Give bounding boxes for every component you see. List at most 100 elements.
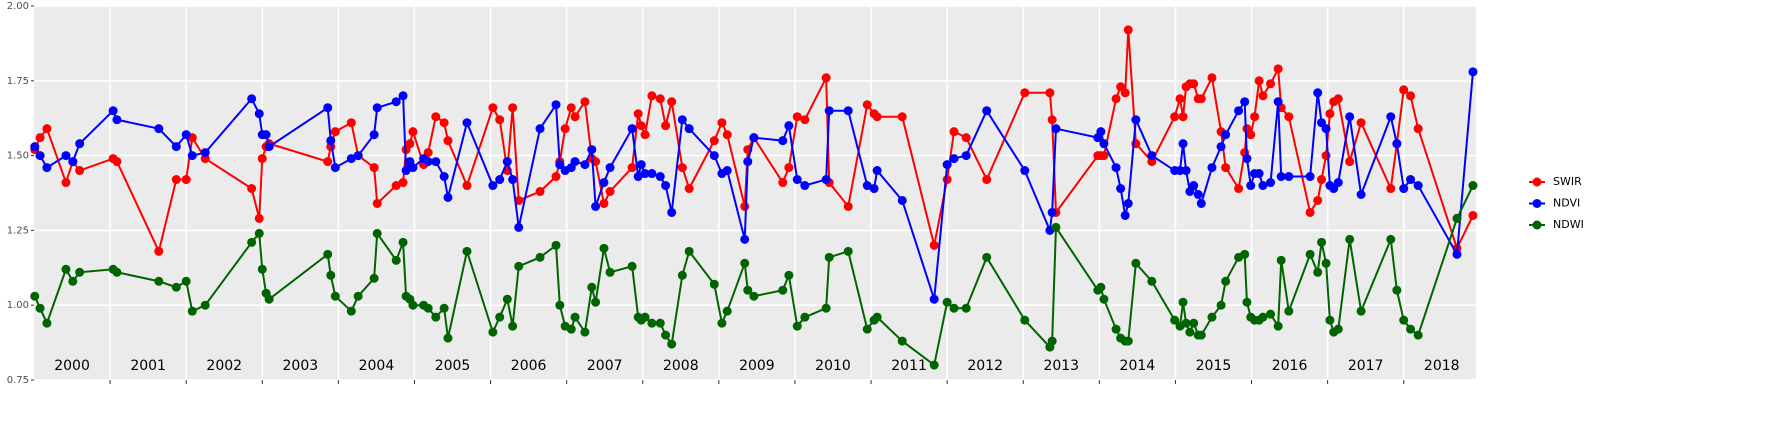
data-point: [1120, 88, 1130, 98]
data-point: [821, 303, 831, 313]
data-point: [372, 228, 382, 238]
data-point: [591, 201, 601, 211]
legend-marker: [1532, 220, 1542, 230]
data-point: [330, 127, 340, 137]
data-point: [740, 258, 750, 268]
data-point: [1392, 139, 1402, 149]
data-point: [949, 127, 959, 137]
data-point: [1196, 94, 1206, 104]
data-point: [667, 97, 677, 107]
data-point: [75, 139, 85, 149]
data-point: [181, 130, 191, 140]
data-point: [961, 151, 971, 161]
data-point: [982, 106, 992, 116]
data-point: [1284, 306, 1294, 316]
data-point: [1216, 142, 1226, 152]
data-point: [1207, 312, 1217, 322]
data-point: [929, 240, 939, 250]
data-point: [1313, 88, 1323, 98]
data-point: [1123, 336, 1133, 346]
data-point: [1305, 249, 1315, 259]
data-point: [514, 222, 524, 232]
data-point: [514, 261, 524, 271]
data-point: [677, 115, 687, 125]
data-point: [1047, 115, 1057, 125]
data-point: [566, 324, 576, 334]
data-point: [778, 178, 788, 188]
data-point: [1276, 255, 1286, 265]
x-tick-label: 2011: [891, 358, 927, 374]
data-point: [897, 112, 907, 122]
legend-label: SWIR: [1553, 175, 1582, 188]
legend-label: NDWI: [1553, 218, 1584, 231]
data-point: [1468, 210, 1478, 220]
data-point: [722, 306, 732, 316]
data-point: [717, 118, 727, 128]
data-point: [1452, 249, 1462, 259]
data-point: [1099, 139, 1109, 149]
data-point: [35, 133, 45, 143]
data-point: [1116, 184, 1126, 194]
data-point: [1221, 276, 1231, 286]
data-point: [35, 303, 45, 313]
data-point: [1399, 184, 1409, 194]
data-point: [1221, 130, 1231, 140]
data-point: [112, 157, 122, 167]
data-point: [1305, 207, 1315, 217]
data-point: [667, 339, 677, 349]
data-point: [1178, 297, 1188, 307]
data-point: [1321, 258, 1331, 268]
data-point: [1313, 195, 1323, 205]
x-tick-label: 2003: [283, 358, 319, 374]
data-point: [1051, 124, 1061, 134]
data-point: [75, 267, 85, 277]
data-point: [647, 169, 657, 179]
data-point: [488, 327, 498, 337]
data-point: [1399, 315, 1409, 325]
data-point: [1258, 312, 1268, 322]
data-point: [647, 91, 657, 101]
data-point: [580, 327, 590, 337]
x-tick-label: 2000: [54, 358, 90, 374]
data-point: [1181, 318, 1191, 328]
data-point: [655, 172, 665, 182]
data-point: [1240, 249, 1250, 259]
data-point: [257, 264, 267, 274]
data-point: [1321, 151, 1331, 161]
data-point: [599, 178, 609, 188]
data-point: [570, 157, 580, 167]
x-tick-label: 2013: [1043, 358, 1079, 374]
y-tick-label: 2.00: [7, 1, 29, 12]
data-point: [187, 306, 197, 316]
data-point: [323, 157, 333, 167]
data-point: [200, 300, 210, 310]
x-tick-label: 2018: [1424, 358, 1460, 374]
data-point: [264, 294, 274, 304]
data-point: [1131, 115, 1141, 125]
data-point: [587, 145, 597, 155]
data-point: [605, 187, 615, 197]
data-point: [949, 154, 959, 164]
data-point: [502, 157, 512, 167]
data-point: [369, 273, 379, 283]
data-point: [1413, 124, 1423, 134]
data-point: [408, 300, 418, 310]
data-point: [587, 282, 597, 292]
data-point: [667, 207, 677, 217]
y-tick-label: 1.50: [7, 151, 29, 162]
data-point: [778, 285, 788, 295]
data-point: [439, 172, 449, 182]
data-point: [862, 324, 872, 334]
data-point: [408, 127, 418, 137]
data-point: [1284, 112, 1294, 122]
data-point: [942, 175, 952, 185]
data-point: [722, 166, 732, 176]
data-point: [431, 112, 441, 122]
data-point: [535, 252, 545, 262]
data-point: [636, 160, 646, 170]
data-point: [684, 246, 694, 256]
data-point: [824, 252, 834, 262]
data-point: [570, 312, 580, 322]
data-point: [566, 103, 576, 113]
